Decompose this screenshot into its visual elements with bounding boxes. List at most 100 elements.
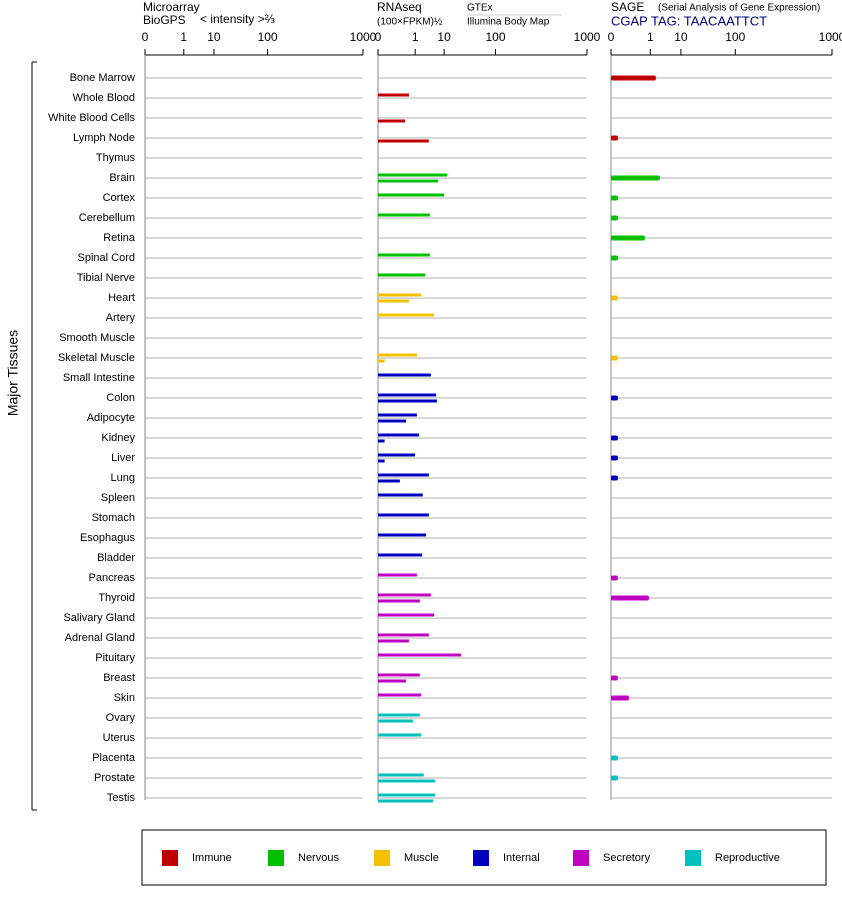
legend-label: Nervous — [298, 852, 339, 864]
category-label: Adipocyte — [87, 412, 135, 424]
bar — [611, 255, 618, 261]
category-label: Adrenal Gland — [65, 632, 135, 644]
category-label: Lung — [111, 472, 135, 484]
x-tick-label: 1000 — [574, 30, 601, 44]
category-label: Breast — [103, 672, 135, 684]
bar — [378, 119, 406, 123]
legend-label: Muscle — [404, 852, 439, 864]
bar — [378, 673, 420, 677]
category-label: Smooth Muscle — [59, 332, 135, 344]
bar — [378, 359, 385, 363]
category-label: Bone Marrow — [70, 72, 135, 84]
category-label: Salivary Gland — [63, 612, 135, 624]
x-tick-label: 0 — [375, 30, 382, 44]
bar — [378, 413, 417, 417]
bar — [378, 693, 422, 697]
bar — [378, 473, 429, 477]
bar — [611, 475, 618, 481]
bar — [378, 299, 409, 303]
x-tick-label: 10 — [674, 30, 688, 44]
bar — [378, 439, 385, 443]
bar — [378, 459, 385, 463]
bar — [611, 75, 656, 81]
category-label: Skeletal Muscle — [58, 352, 135, 364]
bar — [378, 573, 417, 577]
x-tick-label: 10 — [437, 30, 451, 44]
bar — [378, 713, 420, 717]
x-tick-label: 1 — [412, 30, 419, 44]
panel-title: Microarray — [143, 0, 200, 14]
category-label: Cerebellum — [79, 212, 135, 224]
bar — [378, 293, 422, 297]
series-name: GTEx — [467, 3, 493, 14]
x-tick-label: 1000 — [819, 30, 842, 44]
bar — [378, 253, 430, 257]
category-label: Uterus — [103, 732, 136, 744]
bar — [611, 215, 618, 221]
legend-swatch — [374, 850, 390, 866]
category-label: Kidney — [101, 432, 135, 444]
bar — [378, 139, 429, 143]
bar — [378, 419, 406, 423]
bar — [378, 639, 409, 643]
bar — [378, 513, 429, 517]
bar — [378, 613, 435, 617]
x-tick-label: 0 — [142, 30, 149, 44]
legend-swatch — [573, 850, 589, 866]
panel-subtitle: (Serial Analysis of Gene Expression) — [658, 3, 820, 14]
category-label: Retina — [103, 232, 136, 244]
bar — [378, 393, 437, 397]
category-label: Liver — [111, 452, 135, 464]
category-label: Lymph Node — [73, 132, 135, 144]
bar — [378, 799, 434, 803]
bar — [378, 733, 422, 737]
bar — [378, 173, 448, 177]
bar — [378, 373, 431, 377]
category-label: Cortex — [103, 192, 136, 204]
bar — [611, 675, 618, 681]
bar — [378, 399, 437, 403]
axis-label: < intensity >⅔ — [200, 12, 275, 26]
bar — [378, 213, 430, 217]
bar — [378, 479, 400, 483]
legend-label: Immune — [192, 852, 232, 864]
bar — [378, 793, 435, 797]
panel-subtitle: BioGPS — [143, 13, 186, 27]
series-name: Illumina Body Map — [467, 17, 550, 28]
bar — [611, 395, 618, 401]
category-label: Testis — [107, 792, 136, 804]
bar — [611, 435, 618, 441]
bar — [378, 679, 406, 683]
x-tick-label: 100 — [725, 30, 745, 44]
bar — [378, 593, 431, 597]
bar — [611, 755, 618, 761]
bar — [378, 93, 409, 97]
category-label: Pituitary — [95, 652, 135, 664]
bar — [378, 313, 435, 317]
category-label: Skin — [114, 692, 135, 704]
legend-label: Reproductive — [715, 852, 780, 864]
x-tick-label: 1 — [180, 30, 187, 44]
category-label: Tibial Nerve — [77, 272, 135, 284]
bar — [378, 553, 423, 557]
category-label: Heart — [108, 292, 135, 304]
sage-tag: CGAP TAG: TAACAATTCT — [611, 13, 767, 28]
category-label: Artery — [106, 312, 136, 324]
category-label: Bladder — [97, 552, 135, 564]
legend-box — [141, 829, 827, 886]
bar — [611, 595, 649, 601]
x-tick-label: 100 — [258, 30, 278, 44]
bar — [378, 653, 461, 657]
bar — [378, 533, 427, 537]
panel-title: SAGE — [611, 0, 644, 14]
x-tick-label: 1 — [647, 30, 654, 44]
bar — [611, 135, 618, 141]
category-label: Thyroid — [98, 592, 135, 604]
category-label: Thymus — [96, 152, 136, 164]
category-label: Brain — [109, 172, 135, 184]
panel-title: RNAseq — [377, 0, 422, 14]
x-tick-label: 1000 — [350, 30, 377, 44]
y-axis-label: Major Tissues — [5, 330, 21, 416]
bar — [611, 575, 618, 581]
